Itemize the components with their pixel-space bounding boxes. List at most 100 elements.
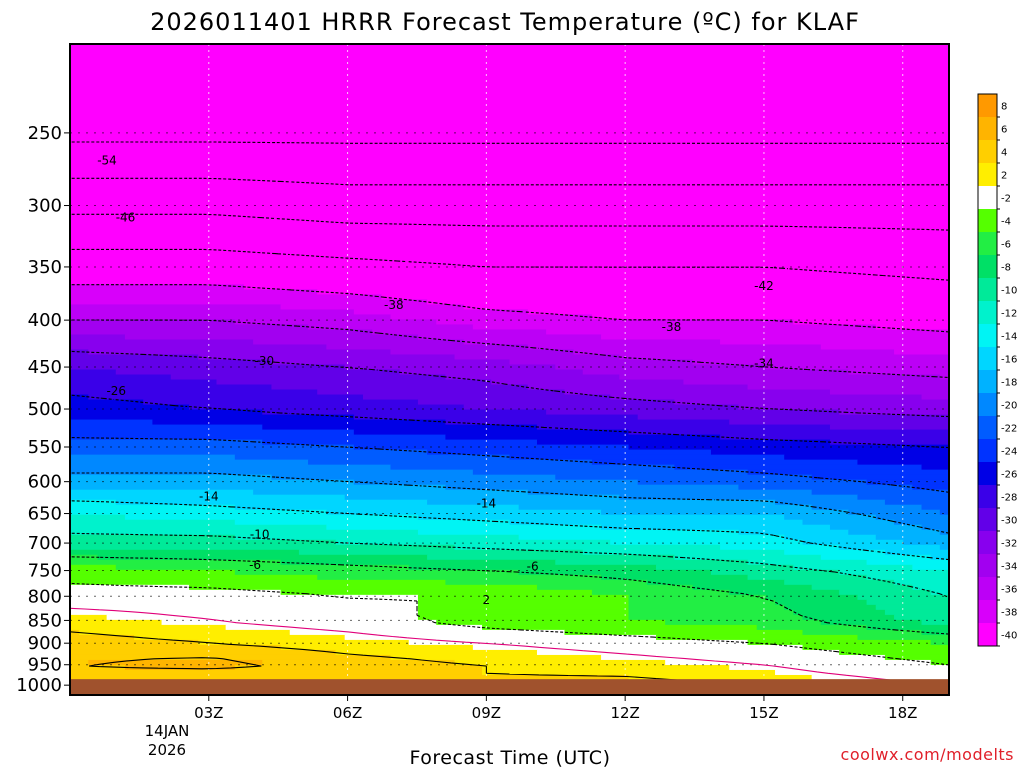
heatmap-cell (70, 659, 89, 666)
colorbar-tick-label: -30 (1001, 516, 1017, 527)
heatmap-cell (866, 559, 950, 566)
colorbar-tick-label: -10 (1001, 286, 1017, 297)
heatmap-cell (70, 184, 950, 190)
heatmap-cell (198, 354, 456, 361)
heatmap-cell (582, 369, 849, 376)
y-tick-label: 750 (28, 561, 62, 582)
heatmap-cell (445, 484, 740, 491)
heatmap-cell (70, 584, 190, 591)
heatmap-cell (243, 284, 950, 290)
heatmap-cell (765, 364, 950, 371)
heatmap-cell (70, 199, 950, 205)
heatmap-cell (70, 509, 327, 516)
heatmap-cell (170, 374, 447, 381)
heatmap-cell (445, 374, 620, 381)
heatmap-cell (234, 569, 520, 576)
heatmap-cell (70, 54, 950, 60)
heatmap-cell (124, 514, 419, 521)
heatmap-cell (88, 659, 263, 666)
heatmap-cell (894, 579, 950, 586)
heatmap-cell (161, 619, 437, 626)
heatmap-cell (189, 404, 465, 411)
heatmap-cell (70, 99, 950, 105)
heatmap-cell (70, 274, 950, 280)
colorbar-tick-label: 6 (1001, 125, 1007, 136)
heatmap-cell (344, 634, 657, 641)
x-tick-label: 15Z (749, 704, 778, 722)
contour-label: -54 (97, 154, 117, 168)
heatmap-cell (784, 579, 895, 586)
colorbar-swatch (978, 232, 997, 256)
heatmap-cell (628, 594, 767, 601)
heatmap-cell (857, 594, 950, 601)
heatmap-cell (555, 559, 749, 566)
heatmap-cell (848, 529, 941, 536)
heatmap-cell (875, 324, 950, 331)
contour-line (69, 582, 950, 666)
colorbar-tick-label: -4 (1001, 217, 1011, 228)
heatmap-cell (308, 324, 474, 331)
heatmap-cell (70, 249, 950, 255)
heatmap-cell (417, 594, 630, 601)
heatmap-cell (930, 639, 950, 646)
heatmap-cell (70, 654, 392, 661)
heatmap-cell (335, 649, 538, 656)
colorbar-tick-label: -34 (1001, 562, 1017, 573)
heatmap-cell (70, 244, 950, 250)
heatmap-cell (784, 549, 886, 556)
heatmap-cell (884, 609, 950, 616)
heatmap-cell (70, 539, 337, 546)
heatmap-cell (70, 344, 327, 351)
colorbar-tick-label: -36 (1001, 585, 1017, 596)
heatmap-cell (70, 494, 346, 501)
heatmap-cell (70, 289, 318, 295)
contour-label: -34 (754, 356, 774, 370)
heatmap-cell (134, 634, 346, 641)
heatmap-cell (308, 459, 593, 466)
heatmap-cell (390, 654, 602, 661)
contour-line (70, 248, 950, 281)
heatmap-cell (70, 439, 263, 446)
heatmap-cell (70, 134, 950, 140)
heatmap-cell (317, 289, 950, 295)
heatmap-cell (839, 544, 941, 551)
heatmap-cell (289, 629, 566, 636)
heatmap-cell (70, 59, 950, 65)
y-tick-label: 1000 (16, 675, 62, 696)
heatmap-cell (811, 489, 950, 496)
heatmap-cell (674, 399, 950, 406)
heatmap-cell (509, 359, 694, 366)
colorbar-swatch (978, 462, 997, 486)
heatmap-cell (70, 94, 950, 100)
heatmap-cell (427, 299, 950, 305)
heatmap-cell (811, 474, 950, 481)
heatmap-cell (262, 659, 456, 666)
heatmap-cell (894, 519, 950, 526)
heatmap-cell (70, 159, 950, 165)
heatmap-cell (70, 204, 950, 210)
heatmap-cell (939, 509, 950, 516)
heatmap-cell (70, 109, 950, 115)
heatmap-cell (628, 609, 794, 616)
heatmap-cell (106, 614, 419, 621)
heatmap-cell (628, 429, 950, 436)
colorbar-swatch (978, 301, 997, 325)
heatmap-cell (454, 544, 721, 551)
colorbar-swatch (978, 186, 997, 210)
heatmap-cell (70, 309, 355, 316)
chart-title: 2026011401 HRRR Forecast Temperature (ºC… (150, 8, 860, 36)
heatmap-cell (775, 599, 868, 606)
heatmap-cell (70, 139, 950, 145)
heatmap-cell (921, 524, 950, 531)
heatmap-cell (747, 559, 868, 566)
colorbar-tick-label: -40 (1001, 631, 1017, 642)
heatmap-cell (775, 499, 886, 506)
heatmap-cell (70, 234, 950, 240)
heatmap-cell (70, 194, 950, 200)
heatmap-cell (628, 604, 785, 611)
heatmap-cell (70, 169, 950, 175)
heatmap-cell (70, 589, 282, 596)
x-tick-label: 06Z (333, 704, 362, 722)
heatmap-cell (70, 354, 199, 361)
heatmap-cell (518, 504, 813, 511)
